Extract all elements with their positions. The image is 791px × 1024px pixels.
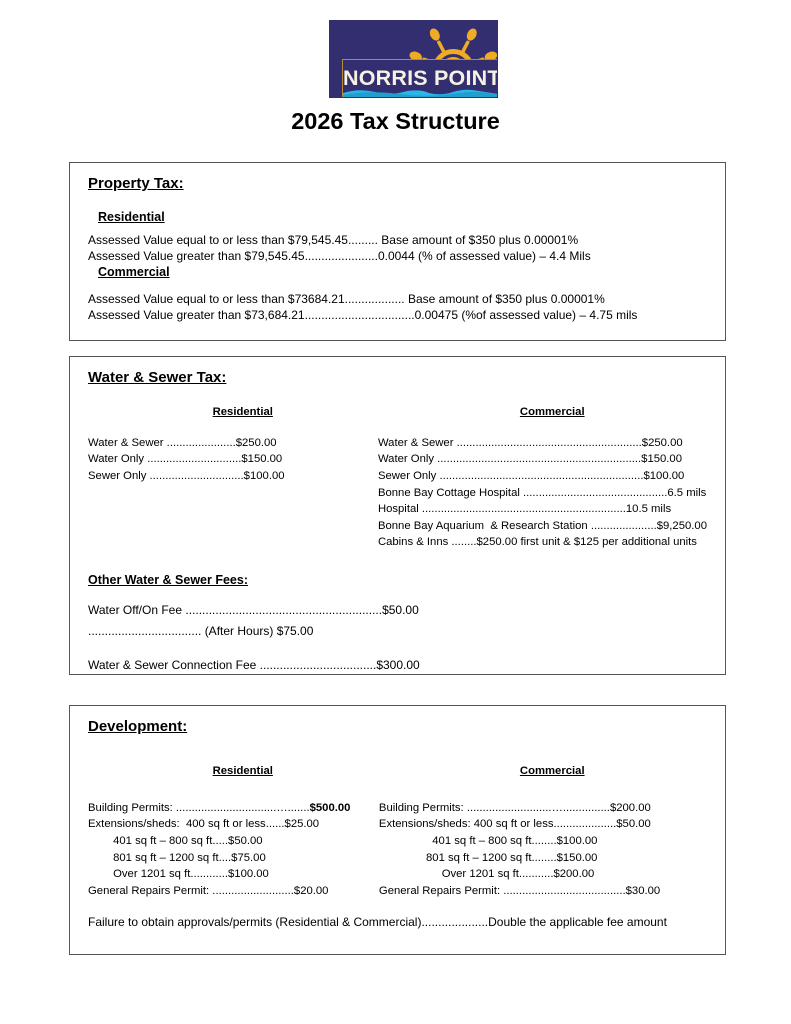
svg-text:NORRIS POINT: NORRIS POINT (343, 66, 498, 90)
